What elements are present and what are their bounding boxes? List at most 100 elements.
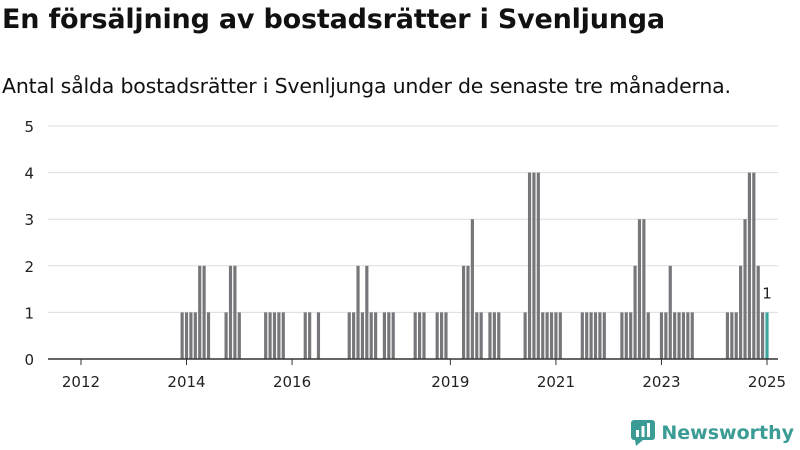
chart-subtitle: Antal sålda bostadsrätter i Svenljunga u… (2, 74, 731, 98)
bar (189, 312, 193, 359)
y-tick-label: 1 (24, 304, 34, 322)
x-tick-label: 2025 (748, 373, 786, 391)
bar (734, 312, 738, 359)
bar (264, 312, 268, 359)
bar (206, 312, 211, 359)
y-tick-label: 0 (24, 351, 34, 369)
bar (743, 219, 747, 359)
bar (558, 312, 562, 359)
bar (228, 265, 233, 359)
bar (277, 312, 281, 359)
bar (303, 312, 307, 359)
x-tick-label: 2023 (642, 373, 680, 391)
bar (365, 265, 369, 359)
bar (549, 312, 554, 359)
bar (281, 312, 285, 359)
bar-highlighted (765, 312, 769, 359)
bar (589, 312, 593, 359)
y-axis-ticks: 0 1 2 3 4 5 (24, 118, 34, 369)
bar (532, 172, 536, 359)
bar (497, 312, 501, 359)
brand-name: Newsworthy (661, 422, 794, 444)
bar (369, 312, 373, 359)
brand: Newsworthy (631, 420, 794, 446)
chart-title: En försäljning av bostadsrätter i Svenlj… (2, 4, 665, 35)
bar (435, 312, 439, 359)
bar (664, 312, 668, 359)
bar (642, 219, 646, 359)
bar (673, 312, 677, 359)
bar (418, 312, 422, 359)
bar (391, 312, 395, 359)
bar (422, 312, 426, 359)
y-tick-label: 2 (24, 258, 34, 276)
bar (541, 312, 545, 359)
bar (752, 172, 756, 359)
bar-chart: 0 1 2 3 4 5 2012 2014 2016 2019 2021 2023 2025 1 (24, 118, 786, 391)
bar (374, 312, 378, 359)
bar (637, 219, 642, 359)
bar (620, 312, 624, 359)
x-tick-label: 2016 (273, 373, 311, 391)
y-tick-label: 5 (24, 118, 34, 136)
grid-lines (48, 125, 778, 313)
bar (272, 312, 277, 359)
bar (180, 312, 184, 359)
bar (475, 312, 479, 359)
y-tick-label: 4 (24, 165, 34, 183)
bar (347, 312, 351, 359)
bar (593, 312, 598, 359)
bar (202, 265, 206, 359)
bar (360, 312, 365, 359)
bar (488, 312, 492, 359)
bar (690, 312, 694, 359)
bar (646, 312, 650, 359)
bar (233, 265, 237, 359)
bar (554, 312, 558, 359)
bar (237, 312, 241, 359)
bar (466, 265, 470, 359)
bar (629, 312, 633, 359)
bar (461, 265, 466, 359)
bar (598, 312, 602, 359)
bar (659, 312, 664, 359)
bars (180, 172, 769, 359)
bar-value-label: 1 (762, 284, 772, 302)
annotations: 1 (762, 284, 772, 302)
bar (387, 312, 391, 359)
bar (681, 312, 686, 359)
bar (624, 312, 628, 359)
bar (198, 265, 202, 359)
bar (677, 312, 681, 359)
bar (224, 312, 228, 359)
bar (686, 312, 690, 359)
bar (444, 312, 448, 359)
bar (193, 312, 197, 359)
bar (316, 312, 321, 359)
bar (356, 265, 360, 359)
bar (536, 172, 540, 359)
bar (545, 312, 549, 359)
y-tick-label: 3 (24, 211, 34, 229)
bar (184, 312, 189, 359)
bar (308, 312, 312, 359)
bar (730, 312, 734, 359)
bar (580, 312, 584, 359)
bar (352, 312, 356, 359)
bar (585, 312, 589, 359)
bar (756, 265, 760, 359)
newsworthy-logo-icon (631, 420, 656, 446)
bar (668, 265, 672, 359)
bar (268, 312, 272, 359)
bar (440, 312, 444, 359)
bar (761, 312, 765, 359)
bar (413, 312, 417, 359)
bar (725, 312, 730, 359)
bar (382, 312, 386, 359)
bar (470, 219, 474, 359)
x-tick-label: 2019 (431, 373, 469, 391)
bar (492, 312, 496, 359)
bar (602, 312, 606, 359)
x-tick-label: 2014 (167, 373, 205, 391)
bar (479, 312, 483, 359)
